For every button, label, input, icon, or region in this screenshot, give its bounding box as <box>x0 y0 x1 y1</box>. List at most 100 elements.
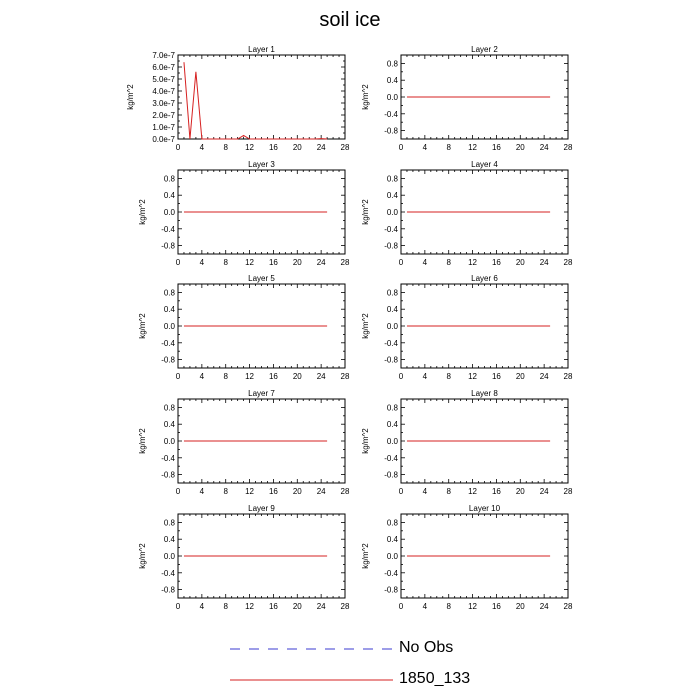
y-tick-label: 0.8 <box>387 518 399 527</box>
panel-title: Layer 8 <box>471 389 498 398</box>
y-axis-label: kg/m^2 <box>361 84 370 110</box>
y-tick-label: 0.4 <box>387 191 399 200</box>
y-axis-label: kg/m^2 <box>361 313 370 339</box>
panel-layer-1 <box>177 54 346 140</box>
y-tick-label: 5.0e-7 <box>152 75 175 84</box>
x-tick-label: 24 <box>317 487 326 496</box>
x-tick-label: 0 <box>176 372 181 381</box>
x-tick-label: 28 <box>564 258 573 267</box>
y-tick-label: 1.0e-7 <box>152 123 175 132</box>
x-tick-label: 8 <box>446 143 451 152</box>
x-tick-label: 12 <box>245 602 254 611</box>
x-tick-label: 12 <box>468 143 477 152</box>
x-tick-label: 4 <box>200 258 205 267</box>
x-tick-label: 28 <box>341 602 350 611</box>
x-tick-label: 4 <box>423 602 428 611</box>
y-tick-label: -0.4 <box>384 110 398 119</box>
y-tick-label: 0.8 <box>164 403 176 412</box>
x-tick-label: 20 <box>293 143 302 152</box>
x-tick-label: 0 <box>399 602 404 611</box>
panel-title: Layer 1 <box>248 45 275 54</box>
y-tick-label: 0.4 <box>164 305 176 314</box>
x-tick-label: 8 <box>223 372 228 381</box>
x-tick-label: 24 <box>540 602 549 611</box>
x-tick-label: 12 <box>245 372 254 381</box>
x-tick-label: 8 <box>446 372 451 381</box>
y-axis-label: kg/m^2 <box>361 543 370 569</box>
x-tick-label: 12 <box>245 143 254 152</box>
y-tick-label: -0.4 <box>161 454 175 463</box>
y-tick-label: 0.4 <box>164 535 176 544</box>
panel-title: Layer 9 <box>248 504 275 513</box>
y-tick-label: -0.8 <box>384 242 398 251</box>
panel-title: Layer 5 <box>248 274 275 283</box>
y-axis-label: kg/m^2 <box>361 428 370 454</box>
x-tick-label: 12 <box>468 372 477 381</box>
y-tick-label: 0.0 <box>387 552 399 561</box>
x-tick-label: 0 <box>176 258 181 267</box>
x-tick-label: 12 <box>468 258 477 267</box>
y-tick-label: 0.0 <box>164 322 176 331</box>
x-tick-label: 4 <box>200 372 205 381</box>
y-tick-label: 0.4 <box>387 535 399 544</box>
figure-title: soil ice <box>319 9 381 31</box>
x-tick-label: 28 <box>341 372 350 381</box>
x-tick-label: 8 <box>223 143 228 152</box>
y-tick-label: 0.8 <box>387 59 399 68</box>
y-tick-label: -0.4 <box>384 225 398 234</box>
x-tick-label: 8 <box>223 487 228 496</box>
y-tick-label: 0.0 <box>387 93 399 102</box>
x-tick-label: 20 <box>516 372 525 381</box>
y-tick-label: 0.8 <box>387 288 399 297</box>
x-tick-label: 28 <box>341 143 350 152</box>
x-tick-label: 20 <box>516 487 525 496</box>
x-tick-label: 24 <box>540 372 549 381</box>
x-tick-label: 28 <box>341 258 350 267</box>
x-tick-label: 8 <box>446 602 451 611</box>
x-tick-label: 28 <box>564 487 573 496</box>
y-tick-label: -0.4 <box>161 569 175 578</box>
x-tick-label: 4 <box>423 487 428 496</box>
panel-title: Layer 6 <box>471 274 498 283</box>
y-tick-label: 3.0e-7 <box>152 99 175 108</box>
y-axis-label: kg/m^2 <box>138 313 147 339</box>
panel-title: Layer 2 <box>471 45 498 54</box>
y-tick-label: 7.0e-7 <box>152 51 175 60</box>
x-tick-label: 28 <box>341 487 350 496</box>
x-tick-label: 20 <box>293 487 302 496</box>
x-tick-label: 24 <box>317 372 326 381</box>
y-axis-label: kg/m^2 <box>126 84 135 110</box>
x-tick-label: 8 <box>223 258 228 267</box>
x-tick-label: 24 <box>540 487 549 496</box>
x-tick-label: 4 <box>200 487 205 496</box>
y-tick-label: -0.4 <box>384 569 398 578</box>
x-tick-label: 20 <box>516 143 525 152</box>
y-tick-label: 0.8 <box>164 174 176 183</box>
panel-frame <box>177 54 346 140</box>
x-tick-label: 24 <box>317 602 326 611</box>
series-line-1850_133 <box>183 62 328 140</box>
x-tick-label: 20 <box>293 372 302 381</box>
x-tick-label: 16 <box>492 602 501 611</box>
x-tick-label: 12 <box>468 487 477 496</box>
panel-layer-2 <box>400 54 569 140</box>
y-tick-label: 0.0 <box>164 437 176 446</box>
x-tick-label: 20 <box>293 602 302 611</box>
x-tick-label: 0 <box>399 372 404 381</box>
y-tick-label: 0.8 <box>164 518 176 527</box>
x-tick-label: 4 <box>200 143 205 152</box>
panel-layer-7 <box>177 398 346 484</box>
x-tick-label: 8 <box>223 602 228 611</box>
x-tick-label: 16 <box>492 487 501 496</box>
x-tick-label: 16 <box>492 258 501 267</box>
x-tick-label: 16 <box>269 143 278 152</box>
x-tick-label: 16 <box>269 487 278 496</box>
x-tick-label: 0 <box>399 487 404 496</box>
x-tick-label: 24 <box>540 143 549 152</box>
panel-title: Layer 3 <box>248 160 275 169</box>
x-tick-label: 12 <box>468 602 477 611</box>
x-tick-label: 0 <box>176 143 181 152</box>
y-tick-label: 4.0e-7 <box>152 87 175 96</box>
y-tick-label: -0.4 <box>161 339 175 348</box>
